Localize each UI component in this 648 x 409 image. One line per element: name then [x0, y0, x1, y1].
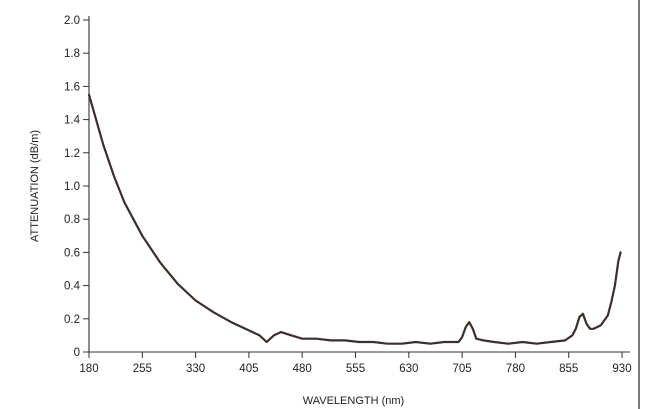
- y-tick-label: 0.2: [64, 314, 80, 326]
- y-tick-label: 0.6: [64, 247, 80, 259]
- y-tick-label: 0: [74, 347, 80, 359]
- x-tick-label: 930: [612, 363, 631, 375]
- x-axis-title: WAVELENGTH (nm): [303, 395, 404, 407]
- y-tick-label: 1.8: [64, 48, 80, 60]
- x-tick-label: 855: [559, 363, 578, 375]
- x-tick-label: 705: [453, 363, 472, 375]
- x-tick-label: 555: [346, 363, 365, 375]
- x-tick-label: 405: [239, 363, 258, 375]
- y-axis-ticks: 0 0.2 0.4 0.6 0.8 1.0 1.2 1.4 1.6 1.8 2.0: [64, 15, 89, 359]
- x-tick-label: 180: [79, 363, 98, 375]
- y-tick-label: 0.4: [64, 281, 81, 293]
- y-tick-label: 1.4: [64, 115, 81, 127]
- y-axis-title: ATTENUATION (dB/m): [29, 130, 41, 242]
- x-tick-label: 630: [399, 363, 418, 375]
- y-tick-label: 1.0: [64, 181, 80, 193]
- y-tick-label: 1.6: [64, 81, 80, 93]
- x-axis-ticks: 180 255 330 405 480 555 630 705 780 855 930: [79, 352, 632, 375]
- y-tick-label: 1.2: [64, 148, 80, 160]
- x-tick-label: 780: [506, 363, 525, 375]
- x-tick-label: 330: [186, 363, 205, 375]
- x-tick-label: 255: [133, 363, 152, 375]
- attenuation-curve: [87, 93, 622, 345]
- x-tick-label: 480: [293, 363, 312, 375]
- y-tick-label: 2.0: [64, 15, 80, 27]
- y-tick-label: 0.8: [64, 214, 80, 226]
